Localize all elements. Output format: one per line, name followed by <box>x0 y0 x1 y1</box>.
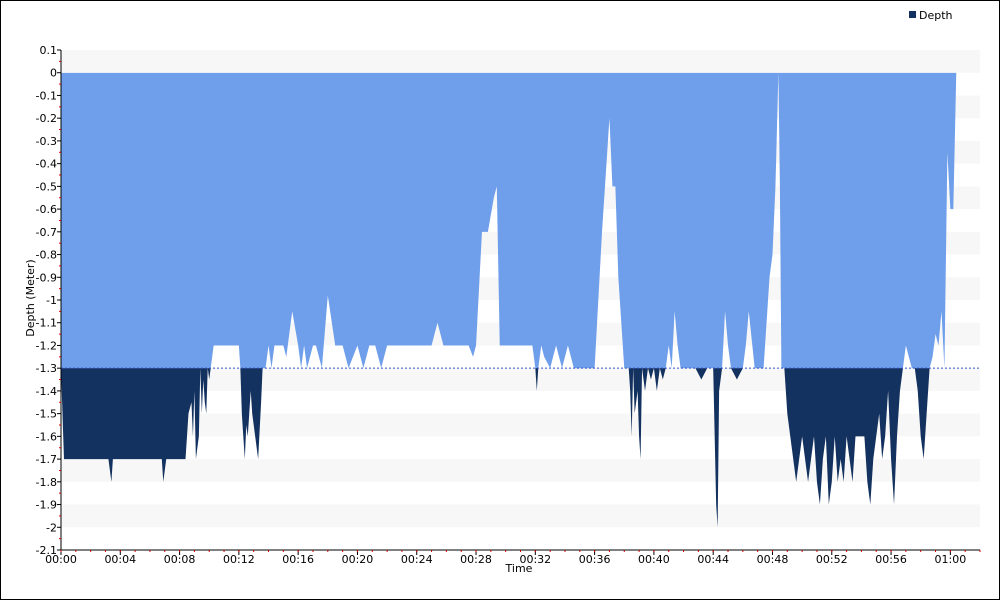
y-tick-label: -0.5 <box>36 180 57 193</box>
legend-swatch <box>909 11 916 18</box>
y-tick-label: -1.8 <box>36 476 57 489</box>
x-tick-label: 00:00 <box>45 553 77 566</box>
y-tick-label: 0.1 <box>40 44 58 57</box>
y-tick-label: -1.3 <box>36 362 57 375</box>
x-tick-label: 00:52 <box>816 553 848 566</box>
grid-band <box>61 368 980 391</box>
x-tick-label: 00:24 <box>401 553 433 566</box>
y-tick-label: -1.6 <box>36 430 57 443</box>
x-tick-label: 00:48 <box>757 553 789 566</box>
y-tick-label: -0.6 <box>36 203 57 216</box>
x-tick-label: 01:00 <box>935 553 967 566</box>
y-tick-label: -1.2 <box>36 339 57 352</box>
x-tick-label: 00:44 <box>697 553 729 566</box>
depth-area-shallow <box>61 72 960 369</box>
y-tick-label: -2.1 <box>36 544 57 557</box>
grid-band <box>61 459 980 482</box>
depth-area-deep <box>61 368 945 528</box>
x-tick-label: 00:08 <box>164 553 196 566</box>
y-tick-label: -1.7 <box>36 453 57 466</box>
x-tick-label: 00:40 <box>638 553 670 566</box>
y-tick-label: -1.9 <box>36 499 57 512</box>
grid-band <box>61 50 980 73</box>
x-tick-label: 00:20 <box>342 553 374 566</box>
y-tick-label: -0.1 <box>36 89 57 102</box>
y-tick-label: -2 <box>46 521 57 534</box>
axes: 0.1 0 -0.1 -0.2 -0.3 -0.4 -0.5 -0.6 -0.7 -0.8 -0.9… <box>36 44 981 566</box>
x-tick-label: 00:32 <box>519 553 551 566</box>
y-tick-label: 0 <box>50 67 57 80</box>
x-tick-label: 00:28 <box>460 553 492 566</box>
x-tick-label: 00:04 <box>104 553 136 566</box>
y-tick-label: -0.8 <box>36 249 57 262</box>
legend-label: Depth <box>919 9 953 22</box>
y-tick-label: -0.9 <box>36 271 57 284</box>
x-tick-label: 00:16 <box>282 553 314 566</box>
y-tick-label: -0.3 <box>36 135 57 148</box>
y-tick-label: -1.4 <box>36 385 57 398</box>
y-axis-title: Depth (Meter) <box>24 259 37 336</box>
x-tick-label: 00:12 <box>223 553 255 566</box>
y-tick-label: -0.4 <box>36 158 57 171</box>
grid-band <box>61 413 980 437</box>
y-tick-label: -1.1 <box>36 317 57 330</box>
x-tick-label: 00:36 <box>579 553 611 566</box>
y-tick-label: -1.5 <box>36 408 57 421</box>
depth-areas <box>61 72 960 528</box>
y-tick-label: -1 <box>46 294 57 307</box>
x-tick-label: 00:56 <box>875 553 907 566</box>
y-tick-label: -0.2 <box>36 112 57 125</box>
x-axis-title: Time <box>505 562 533 575</box>
y-tick-label: -0.7 <box>36 226 57 239</box>
grid-band <box>61 504 980 528</box>
legend: Depth <box>909 9 953 22</box>
